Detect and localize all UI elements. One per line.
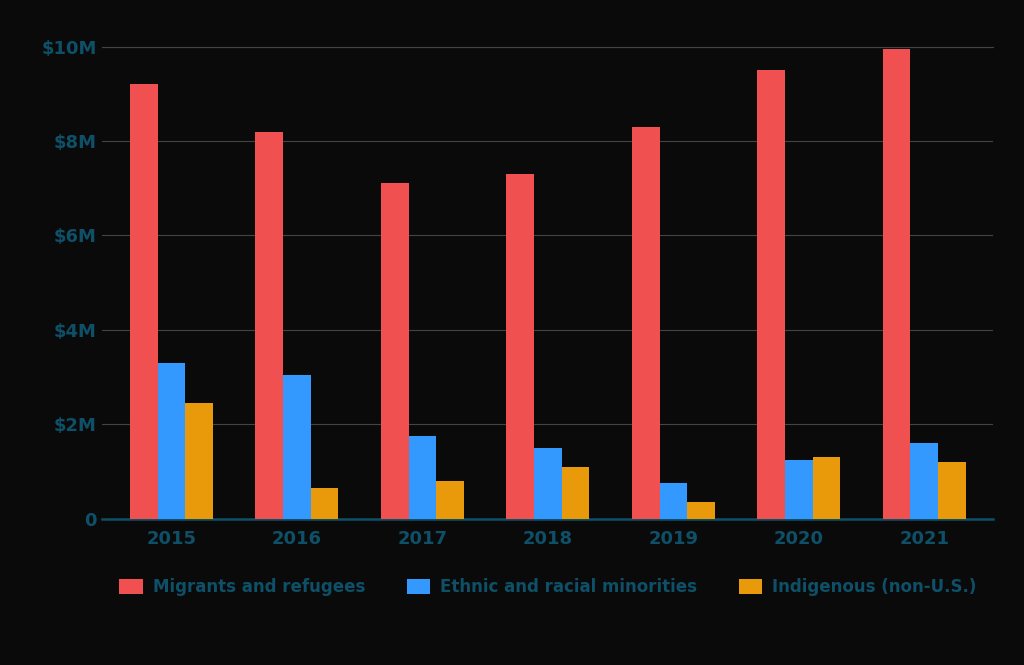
Bar [758,70,785,519]
Bar [785,460,813,519]
Bar [938,462,966,519]
Bar [687,502,715,519]
Bar [185,403,213,519]
Legend: Migrants and refugees, Ethnic and racial minorities, Indigenous (non-U.S.): Migrants and refugees, Ethnic and racial… [113,571,983,602]
Bar [436,481,464,519]
Bar [883,49,910,519]
Bar [535,448,561,519]
Bar [283,374,310,519]
Bar [409,436,436,519]
Bar [813,458,841,519]
Bar [255,132,283,519]
Bar [561,467,589,519]
Bar [130,84,158,519]
Bar [507,174,535,519]
Bar [659,483,687,519]
Bar [310,488,338,519]
Bar [158,363,185,519]
Bar [910,443,938,519]
Bar [632,127,659,519]
Bar [381,184,409,519]
